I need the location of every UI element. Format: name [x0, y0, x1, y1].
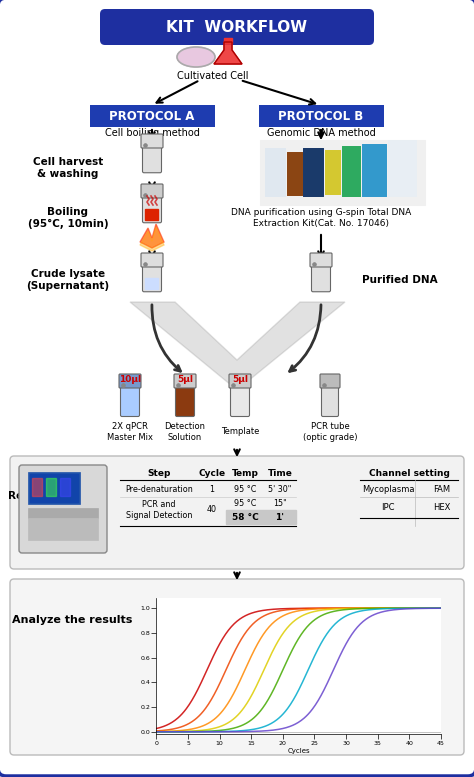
- Text: 15": 15": [273, 499, 287, 507]
- Text: Perform
Real time PCR: Perform Real time PCR: [9, 479, 91, 501]
- Bar: [342, 146, 360, 196]
- X-axis label: Cycles: Cycles: [287, 748, 310, 754]
- Bar: [325, 150, 340, 194]
- Bar: [342, 146, 360, 196]
- Bar: [60, 478, 70, 496]
- Text: IPC: IPC: [381, 503, 395, 513]
- Text: 95 °C: 95 °C: [234, 485, 256, 493]
- Polygon shape: [214, 42, 242, 64]
- Text: Time: Time: [267, 469, 292, 479]
- FancyBboxPatch shape: [120, 384, 139, 416]
- FancyBboxPatch shape: [141, 184, 163, 198]
- Polygon shape: [140, 224, 164, 248]
- Text: 2X qPCR
Master Mix: 2X qPCR Master Mix: [107, 423, 153, 441]
- FancyBboxPatch shape: [19, 465, 107, 553]
- FancyBboxPatch shape: [100, 9, 374, 45]
- Bar: [265, 148, 285, 196]
- Bar: [226, 510, 296, 524]
- FancyBboxPatch shape: [311, 263, 330, 291]
- Text: PROTOCOL A: PROTOCOL A: [109, 110, 195, 123]
- Text: Cell harvest
& washing: Cell harvest & washing: [33, 157, 103, 179]
- Text: Genomic DNA method: Genomic DNA method: [266, 128, 375, 138]
- FancyBboxPatch shape: [10, 579, 464, 755]
- FancyBboxPatch shape: [229, 374, 251, 388]
- Bar: [30, 474, 78, 502]
- Bar: [146, 278, 158, 288]
- Polygon shape: [130, 302, 345, 390]
- Text: 40: 40: [207, 506, 217, 514]
- Text: 58 °C: 58 °C: [232, 513, 258, 521]
- Bar: [28, 508, 98, 518]
- FancyBboxPatch shape: [310, 253, 332, 267]
- Text: Cell boiling method: Cell boiling method: [105, 128, 200, 138]
- Text: Boiling
(95°C, 10min): Boiling (95°C, 10min): [27, 207, 109, 229]
- Text: 95 °C: 95 °C: [234, 499, 256, 507]
- Bar: [303, 148, 323, 196]
- Bar: [28, 518, 98, 540]
- Bar: [46, 478, 56, 496]
- Text: 1: 1: [210, 485, 215, 493]
- Text: FAM: FAM: [433, 485, 451, 493]
- Text: Channel setting: Channel setting: [369, 469, 449, 479]
- Text: PROTOCOL B: PROTOCOL B: [278, 110, 364, 123]
- Text: HEX: HEX: [433, 503, 451, 513]
- Bar: [146, 209, 158, 219]
- Bar: [287, 152, 302, 195]
- FancyBboxPatch shape: [143, 193, 162, 223]
- Text: Temp: Temp: [232, 469, 258, 479]
- Bar: [325, 150, 340, 194]
- Text: 5μl: 5μl: [177, 375, 193, 384]
- FancyBboxPatch shape: [143, 263, 162, 291]
- Bar: [388, 140, 416, 196]
- FancyBboxPatch shape: [143, 144, 162, 172]
- Text: PCR and
Signal Detection: PCR and Signal Detection: [126, 500, 192, 520]
- FancyBboxPatch shape: [90, 105, 215, 127]
- Text: Step: Step: [147, 469, 171, 479]
- Bar: [260, 140, 425, 205]
- FancyBboxPatch shape: [10, 456, 464, 569]
- Text: Analyze the results: Analyze the results: [12, 615, 132, 625]
- Text: 5μl: 5μl: [232, 375, 248, 384]
- Bar: [362, 144, 386, 196]
- Bar: [28, 472, 80, 504]
- Ellipse shape: [177, 47, 215, 67]
- Text: Pre-denaturation: Pre-denaturation: [125, 485, 193, 493]
- Bar: [362, 144, 386, 196]
- Text: Crude lysate
(Supernatant): Crude lysate (Supernatant): [27, 269, 109, 291]
- Polygon shape: [140, 227, 164, 251]
- FancyBboxPatch shape: [174, 374, 196, 388]
- FancyBboxPatch shape: [175, 384, 194, 416]
- FancyBboxPatch shape: [141, 134, 163, 148]
- Text: Cycle: Cycle: [199, 469, 226, 479]
- Text: 5' 30": 5' 30": [268, 485, 292, 493]
- Bar: [224, 38, 232, 43]
- Bar: [265, 148, 285, 196]
- Text: DNA purification using G-spin Total DNA
Extraction Kit(Cat. No. 17046): DNA purification using G-spin Total DNA …: [231, 208, 411, 228]
- Text: Purified DNA: Purified DNA: [362, 275, 438, 285]
- Bar: [303, 148, 323, 196]
- Text: 1': 1': [275, 513, 284, 521]
- Text: PCR tube
(optic grade): PCR tube (optic grade): [303, 423, 357, 441]
- Bar: [388, 140, 416, 196]
- FancyBboxPatch shape: [230, 384, 249, 416]
- Text: Template: Template: [221, 427, 259, 437]
- Text: KIT  WORKFLOW: KIT WORKFLOW: [166, 19, 308, 34]
- Bar: [124, 401, 137, 413]
- Text: Cultivated Cell: Cultivated Cell: [177, 71, 249, 81]
- Text: 10μl: 10μl: [119, 375, 141, 384]
- Bar: [287, 152, 302, 195]
- FancyBboxPatch shape: [119, 374, 141, 388]
- Text: Detection
Solution: Detection Solution: [164, 423, 206, 441]
- FancyBboxPatch shape: [321, 384, 338, 416]
- FancyBboxPatch shape: [259, 105, 384, 127]
- Text: Mycoplasma: Mycoplasma: [362, 485, 414, 493]
- FancyBboxPatch shape: [141, 253, 163, 267]
- FancyBboxPatch shape: [320, 374, 340, 388]
- Bar: [32, 478, 42, 496]
